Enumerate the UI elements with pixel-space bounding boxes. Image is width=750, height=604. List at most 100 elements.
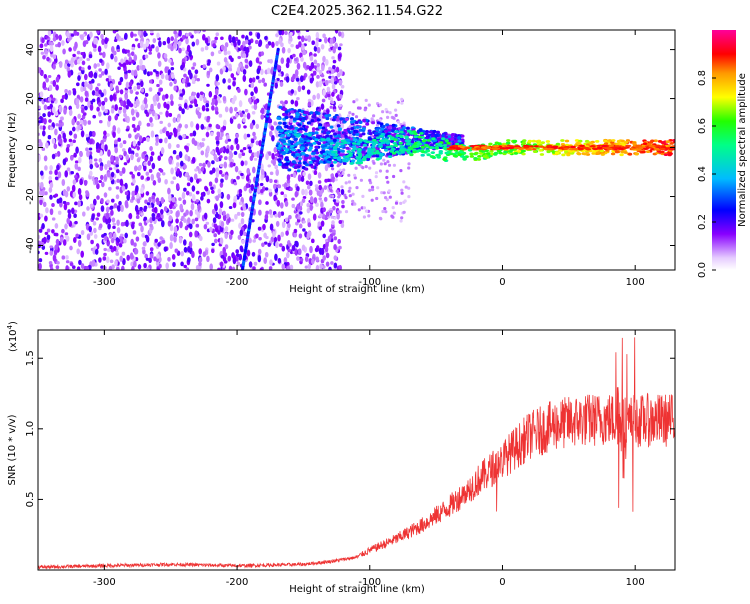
heatmap-cell — [341, 200, 345, 204]
heatmap-cell — [325, 238, 329, 243]
heatmap-cell — [469, 155, 474, 158]
heatmap-cell — [295, 77, 300, 82]
heatmap-cell — [385, 145, 391, 149]
heatmap-cell — [185, 76, 190, 84]
heatmap-cell — [135, 98, 140, 105]
heatmap-cell — [322, 55, 326, 63]
heatmap-cell — [186, 44, 191, 53]
heatmap-cell — [317, 141, 322, 146]
heatmap-cell — [42, 130, 46, 137]
heatmap-cell — [301, 244, 306, 251]
heatmap-cell — [157, 242, 161, 247]
heatmap-cell — [358, 133, 363, 137]
heatmap-cell — [336, 124, 341, 128]
heatmap-cell — [252, 266, 256, 270]
heatmap-cell — [47, 135, 52, 140]
heatmap-cell — [403, 199, 407, 203]
heatmap-cell — [420, 153, 425, 157]
heatmap-cell — [49, 126, 54, 131]
heatmap-cell — [51, 229, 55, 234]
heatmap-cell — [49, 182, 54, 189]
heatmap-cell — [342, 132, 347, 136]
heatmap-cell — [315, 31, 320, 39]
heatmap-cell — [274, 253, 278, 261]
heatmap-cell — [112, 125, 116, 133]
heatmap-cell — [320, 247, 325, 256]
heatmap-cell — [99, 165, 104, 171]
heatmap-cell — [599, 149, 604, 153]
heatmap-cell — [93, 63, 97, 69]
heatmap-cell — [173, 30, 177, 35]
heatmap-cell — [269, 130, 273, 137]
heatmap-cell — [43, 104, 48, 111]
heatmap-cell — [227, 50, 231, 55]
heatmap-cell — [151, 162, 156, 170]
heatmap-cell — [531, 139, 536, 143]
heatmap-cell — [101, 104, 105, 111]
heatmap-cell — [400, 101, 404, 105]
heatmap-cell — [83, 119, 87, 126]
heatmap-cell — [185, 172, 189, 177]
heatmap-cell — [114, 104, 118, 112]
heatmap-cell — [297, 161, 302, 165]
heatmap-cell — [634, 152, 639, 156]
heatmap-cell — [278, 162, 282, 167]
heatmap-cell — [669, 142, 674, 145]
heatmap-cell — [219, 237, 224, 245]
heatmap-cell — [383, 162, 387, 166]
heatmap-cell — [347, 189, 351, 193]
heatmap-cell — [105, 206, 110, 213]
heatmap-cell — [189, 209, 193, 217]
heatmap-cell — [625, 144, 632, 148]
heatmap-cell — [189, 223, 193, 230]
heatmap-cell — [152, 38, 157, 44]
heatmap-cell — [391, 206, 395, 210]
heatmap-cell — [337, 170, 341, 174]
heatmap-cell — [206, 198, 211, 204]
heatmap-cell — [281, 140, 286, 144]
heatmap-cell — [337, 46, 342, 51]
snr-scale-factor: (x104) — [6, 321, 19, 352]
heatmap-cell — [307, 173, 312, 181]
heatmap-cell — [332, 160, 338, 164]
heatmap-cell — [195, 123, 200, 131]
heatmap-cell — [128, 212, 133, 220]
heatmap-cell — [355, 98, 359, 102]
heatmap-cell — [111, 264, 115, 270]
heatmap-cell — [322, 89, 327, 96]
heatmap-cell — [194, 168, 198, 172]
heatmap-cell — [213, 94, 218, 100]
heatmap-cell — [68, 130, 73, 136]
heatmap-cell — [506, 141, 511, 145]
heatmap-cell — [311, 258, 315, 265]
heatmap-cell — [172, 117, 177, 123]
heatmap-cell — [309, 245, 313, 254]
heatmap-cell — [158, 40, 162, 48]
heatmap-cell — [315, 256, 320, 262]
heatmap-cell — [314, 131, 319, 135]
heatmap-cell — [118, 242, 123, 248]
heatmap-cell — [64, 170, 68, 178]
heatmap-cell — [62, 132, 66, 140]
heatmap-cell — [75, 233, 79, 238]
heatmap-cell — [453, 134, 458, 138]
heatmap-cell — [317, 221, 322, 227]
heatmap-cell — [315, 37, 320, 41]
heatmap-cell — [115, 186, 120, 190]
heatmap-cell — [182, 78, 186, 84]
colorbar: 0.00.20.40.60.8 Normalized spectral ampl… — [697, 30, 748, 278]
heatmap-cell — [187, 257, 191, 263]
heatmap-cell — [162, 127, 166, 134]
heatmap-cell — [113, 203, 118, 209]
heatmap-cell — [128, 61, 132, 66]
heatmap-cell — [221, 173, 225, 177]
heatmap-cell — [193, 30, 198, 34]
heatmap-cell — [300, 140, 305, 144]
heatmap-cell — [159, 236, 163, 240]
heatmap-cell — [299, 201, 304, 207]
heatmap-cell — [81, 108, 85, 114]
heatmap-cell — [340, 149, 345, 153]
heatmap-cell — [98, 257, 102, 263]
heatmap-cell — [211, 189, 215, 194]
heatmap-cell — [302, 171, 306, 177]
